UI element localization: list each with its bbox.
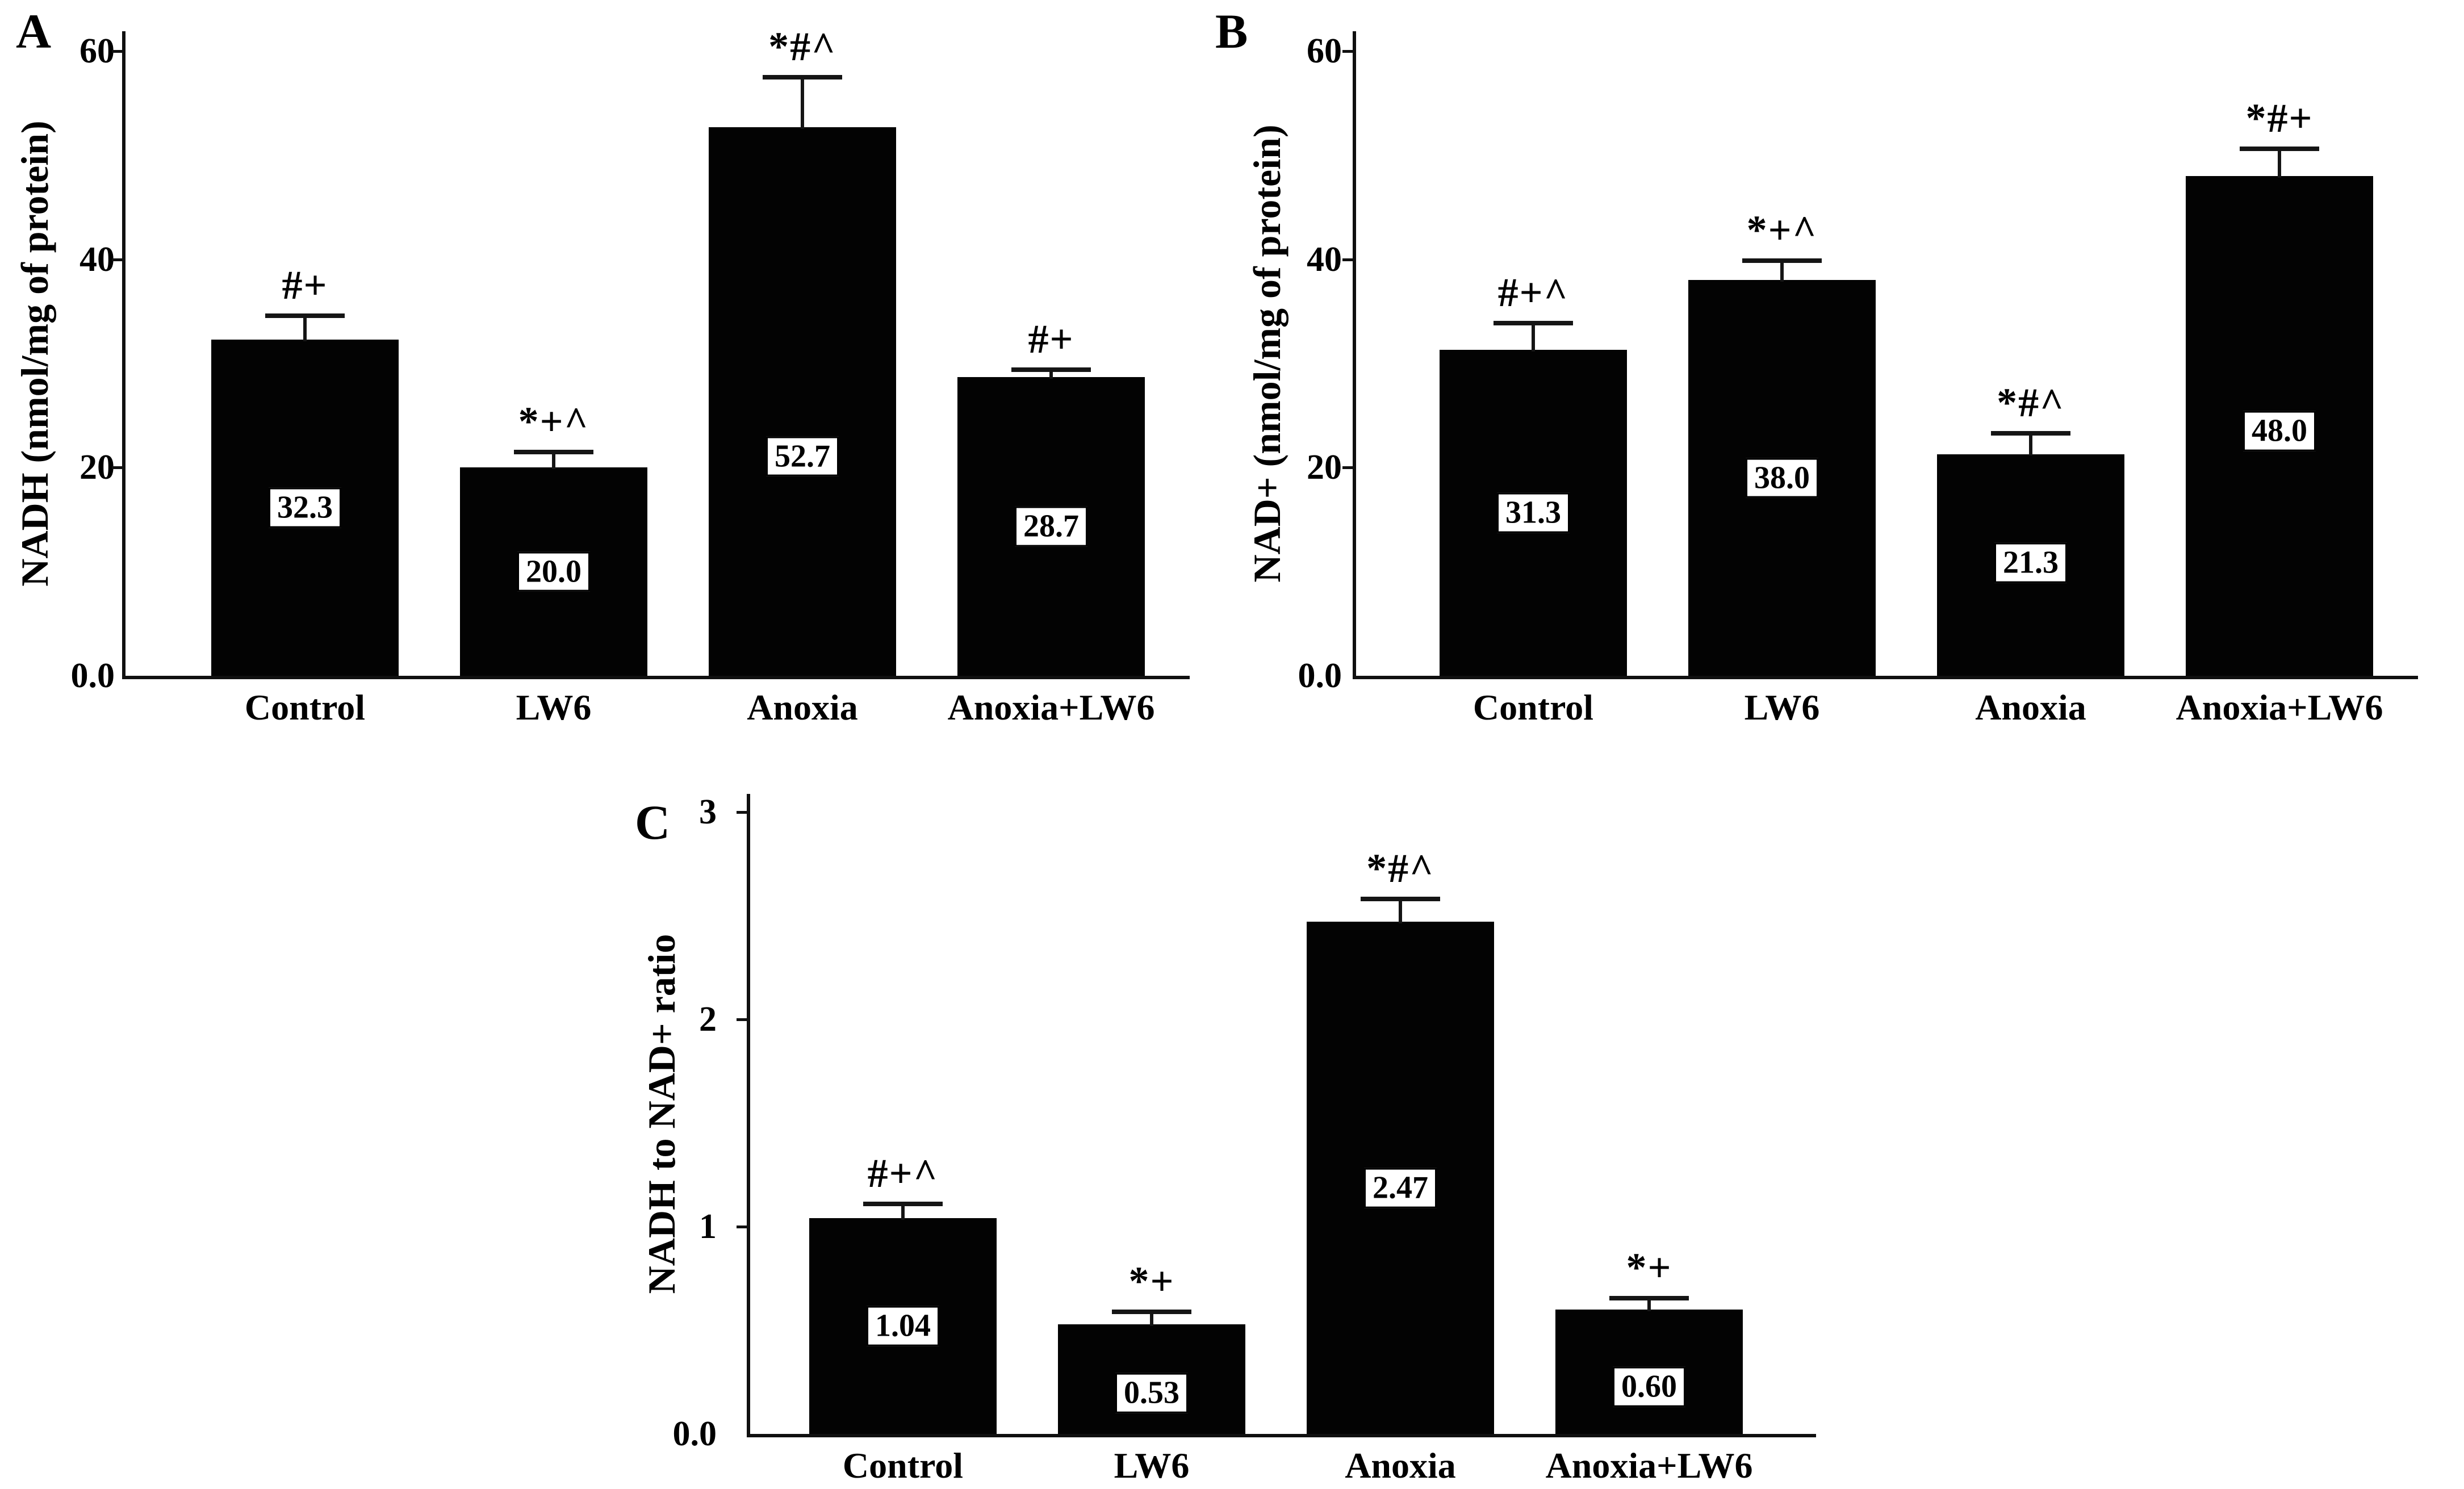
panel-c-significance-label-1: *+ xyxy=(1128,1258,1175,1304)
panel-c-letter: C xyxy=(635,795,671,850)
panel-b-error-bar-cap-2 xyxy=(1991,430,2070,436)
panel-b-significance-label-2: *#^ xyxy=(1997,379,2065,425)
panel-b-significance-label-1: *+^ xyxy=(1746,207,1818,253)
panel-a-y-tick-mark xyxy=(112,50,122,53)
panel-a-y-axis-line xyxy=(122,31,125,679)
panel-a-bar-value-label-2: 52.7 xyxy=(766,436,839,476)
panel-a-bar-2 xyxy=(709,127,896,676)
panel-c-y-axis-title: NADH to NAD+ ratio xyxy=(640,934,683,1294)
panel-c-x-axis-line xyxy=(747,1434,1816,1437)
panel-a-letter: A xyxy=(16,4,52,58)
panel-a-significance-label-3: #+ xyxy=(1028,316,1074,362)
panel-c-x-category-label-0: Control xyxy=(842,1445,964,1486)
panel-c-error-bar-stem-3 xyxy=(1647,1298,1651,1311)
panel-a-error-bar-stem-0 xyxy=(303,315,307,341)
panel-b-y-tick-mark xyxy=(1342,50,1353,53)
panel-b-y-axis-title: NAD+ (nmol/mg of protein) xyxy=(1245,124,1289,583)
panel-c-significance-label-2: *#^ xyxy=(1366,846,1434,892)
panel-a-x-category-label-3: Anoxia+LW6 xyxy=(947,687,1155,727)
panel-c-error-bar-cap-1 xyxy=(1112,1309,1191,1314)
panel-a-error-bar-stem-1 xyxy=(552,451,555,470)
panel-b-x-category-label-0: Control xyxy=(1472,687,1594,727)
panel-c-x-category-label-3: Anoxia+LW6 xyxy=(1545,1445,1753,1486)
panel-b-error-bar-cap-3 xyxy=(2240,147,2319,152)
panel-c-error-bar-stem-1 xyxy=(1150,1311,1153,1326)
panel-c-y-tick-mark xyxy=(737,811,747,814)
panel-a-bar-value-label-3: 28.7 xyxy=(1015,506,1087,547)
panel-c-y-axis-line xyxy=(747,794,750,1437)
panel-b-x-category-label-1: LW6 xyxy=(1744,687,1820,727)
panel-a-significance-label-0: #+ xyxy=(282,262,328,308)
panel-a-x-category-label-0: Control xyxy=(244,687,366,727)
panel-c-y-tick-mark xyxy=(737,1226,747,1228)
panel-b-bar-value-label-2: 21.3 xyxy=(1994,542,2067,583)
panel-c-bar-value-label-0: 1.04 xyxy=(867,1306,939,1346)
panel-a-y-tick-mark xyxy=(112,258,122,261)
panel-a-bar-value-label-0: 32.3 xyxy=(269,487,341,528)
panel-b-error-bar-stem-2 xyxy=(2029,433,2032,456)
panel-a-error-bar-stem-2 xyxy=(801,77,804,129)
panel-a-error-bar-cap-0 xyxy=(265,313,345,318)
panel-c-x-category-label-2: Anoxia xyxy=(1345,1445,1456,1486)
panel-b-significance-label-0: #+^ xyxy=(1497,269,1569,315)
panel-a-y-tick-mark xyxy=(112,466,122,470)
panel-b-y-tick-mark xyxy=(1342,466,1353,470)
panel-a-error-bar-cap-1 xyxy=(514,449,593,454)
panel-c-y-tick-label: 1 xyxy=(699,1207,717,1246)
panel-c-error-bar-cap-3 xyxy=(1609,1295,1689,1300)
panel-a-x-axis-line xyxy=(122,676,1190,679)
panel-b-x-category-label-2: Anoxia xyxy=(1975,687,2086,727)
panel-a-x-category-label-1: LW6 xyxy=(516,687,592,727)
panel-a-x-category-label-2: Anoxia xyxy=(747,687,858,727)
panel-b-y-tick-label: 60 xyxy=(1307,32,1342,71)
panel-a-y-tick-label: 40 xyxy=(80,240,115,279)
panel-b-y-tick-label: 0.0 xyxy=(1298,656,1342,695)
panel-a-bar-value-label-1: 20.0 xyxy=(517,551,590,592)
panel-c-error-bar-stem-0 xyxy=(901,1203,905,1220)
panel-b-y-tick-label: 40 xyxy=(1307,240,1342,279)
panel-b-significance-label-3: *#+ xyxy=(2245,95,2314,141)
panel-c-y-tick-label: 0.0 xyxy=(672,1415,717,1453)
panel-b-bar-value-label-3: 48.0 xyxy=(2243,411,2316,451)
panel-a-significance-label-2: *#^ xyxy=(768,23,836,69)
panel-c-error-bar-cap-2 xyxy=(1361,897,1440,902)
panel-b-error-bar-stem-1 xyxy=(1780,260,1784,282)
panel-c-bar-value-label-2: 2.47 xyxy=(1364,1168,1437,1208)
panel-c-error-bar-cap-0 xyxy=(863,1201,943,1206)
panel-c-bar-value-label-3: 0.60 xyxy=(1613,1366,1685,1407)
panel-b-letter: B xyxy=(1215,4,1248,58)
panel-b-error-bar-stem-3 xyxy=(2278,149,2281,178)
panel-c-y-tick-label: 3 xyxy=(699,793,717,831)
panel-a-error-bar-cap-2 xyxy=(763,74,842,80)
panel-c-x-category-label-1: LW6 xyxy=(1114,1445,1190,1486)
panel-a-error-bar-cap-3 xyxy=(1011,367,1091,372)
panel-a-y-tick-label: 20 xyxy=(80,448,115,487)
panel-b-y-tick-mark xyxy=(1342,258,1353,261)
panel-b-error-bar-cap-0 xyxy=(1494,320,1573,325)
panel-a-y-tick-label: 60 xyxy=(80,32,115,71)
panel-a-y-tick-label: 0.0 xyxy=(70,656,115,695)
panel-a-error-bar-stem-3 xyxy=(1049,370,1053,379)
panel-c-y-tick-mark xyxy=(737,1018,747,1021)
panel-c-bar-value-label-1: 0.53 xyxy=(1115,1373,1188,1413)
panel-b-x-category-label-3: Anoxia+LW6 xyxy=(2176,687,2383,727)
panel-b-bar-value-label-1: 38.0 xyxy=(1746,458,1818,499)
panel-c-error-bar-stem-2 xyxy=(1399,899,1402,924)
panel-b-y-tick-label: 20 xyxy=(1307,448,1342,487)
panel-b-x-axis-line xyxy=(1353,676,2418,679)
panel-b-y-axis-line xyxy=(1353,31,1356,679)
panel-b-error-bar-cap-1 xyxy=(1742,258,1822,263)
panel-c-y-tick-label: 2 xyxy=(699,1000,717,1039)
panel-c-significance-label-0: #+^ xyxy=(867,1150,939,1196)
panel-b-error-bar-stem-0 xyxy=(1532,323,1535,352)
panel-c-significance-label-3: *+ xyxy=(1626,1244,1672,1290)
panel-b-bar-value-label-0: 31.3 xyxy=(1497,492,1570,533)
panel-a-significance-label-1: *+^ xyxy=(518,398,589,444)
panel-a-y-axis-title: NADH (nmol/mg of protein) xyxy=(13,120,56,587)
